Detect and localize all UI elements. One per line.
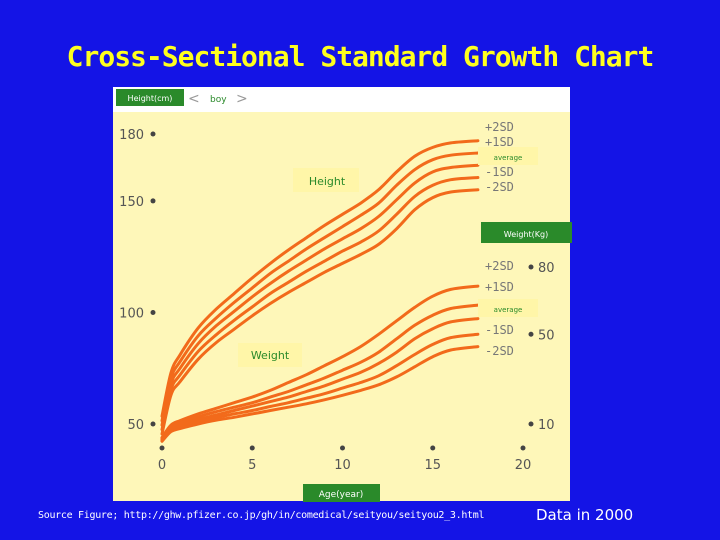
x-tick-label: 5 [248,458,256,473]
y-right-tick-label: 50 [538,328,555,343]
weight-curve-average [160,317,480,442]
y-left-tick-dot [150,131,156,137]
weight-unit-tab [481,222,572,243]
y-left-tick-label: 100 [119,306,144,321]
y-right-tick-label: 10 [538,418,555,433]
height-unit-tab [116,89,184,106]
data-year-note: Data in 2000 [536,506,634,524]
curve-label-average: average [494,306,523,314]
height-group-label-box [293,168,359,192]
weight-curve-plus1SD [160,303,480,441]
curve-label-plus1SD: +1SD [485,135,514,149]
curve-labels-layer: +2SD+1SDaverage-1SD-2SD+2SD+1SDaverage-1… [478,120,538,358]
x-tick-dot [159,445,165,451]
y-right-tick-label: 80 [538,261,555,276]
y-left-tick-dot [150,421,156,427]
curve-label-average-box [478,147,538,165]
slide-title: Cross-Sectional Standard Growth Chart [66,40,655,73]
x-tick-dot [340,445,345,451]
sex-bracket-right: > [236,91,248,107]
curve-label-minus2SD: -2SD [485,344,514,358]
sex-tag: boy [210,95,227,105]
sex-bracket-left: < [188,91,200,107]
y-right-tick-dot [528,331,534,337]
height-curve-average [160,163,480,427]
height-curve-plus1SD [160,151,480,423]
weight-curve-minus1SD [160,332,480,442]
x-tick-label: 20 [515,458,532,473]
curve-label-minus1SD: -1SD [485,323,514,337]
curve-label-plus2SD: +2SD [485,120,514,134]
height-curve-minus1SD [160,176,480,432]
y-left-tick-dot [150,309,156,315]
curve-label-minus1SD: -1SD [485,165,514,179]
x-tick-label: 15 [424,458,441,473]
x-axis-label: Age(year) [319,490,364,500]
axes-layer: 50 100 150 180 10 50 80 0 5 10 15 20 [119,128,554,473]
curve-label-minus2SD: -2SD [485,180,514,194]
y-left-tick-label: 50 [127,418,144,433]
height-unit-tab-label: Height(cm) [128,94,173,103]
curve-label-average-box [478,299,538,317]
height-curve-plus2SD [160,139,480,418]
weight-group-label: Weight [251,349,290,362]
y-left-tick-label: 180 [119,128,144,143]
y-left-tick-label: 150 [119,195,144,210]
source-citation: Source Figure; http://ghw.pfizer.co.jp/g… [38,510,485,521]
x-tick-dot [249,445,255,451]
x-tick-dot [430,445,436,451]
height-group-label: Height [309,175,346,188]
weight-curve-plus2SD [160,284,480,439]
y-right-tick-dot [528,421,534,427]
x-tick-dot [520,445,526,451]
x-tick-label: 0 [158,458,166,473]
x-tick-label: 10 [334,458,351,473]
curves-layer [160,139,480,443]
weight-curve-minus2SD [160,345,480,443]
curve-label-plus1SD: +1SD [485,280,514,294]
curve-label-plus2SD: +2SD [485,259,514,273]
height-curve-minus2SD [160,188,480,436]
y-right-tick-dot [528,264,534,270]
curve-label-average: average [494,154,523,162]
weight-unit-tab-label: Weight(Kg) [504,230,548,239]
weight-group-label-box [238,343,302,367]
y-left-tick-dot [150,198,156,204]
x-axis-label-tab [303,484,380,502]
